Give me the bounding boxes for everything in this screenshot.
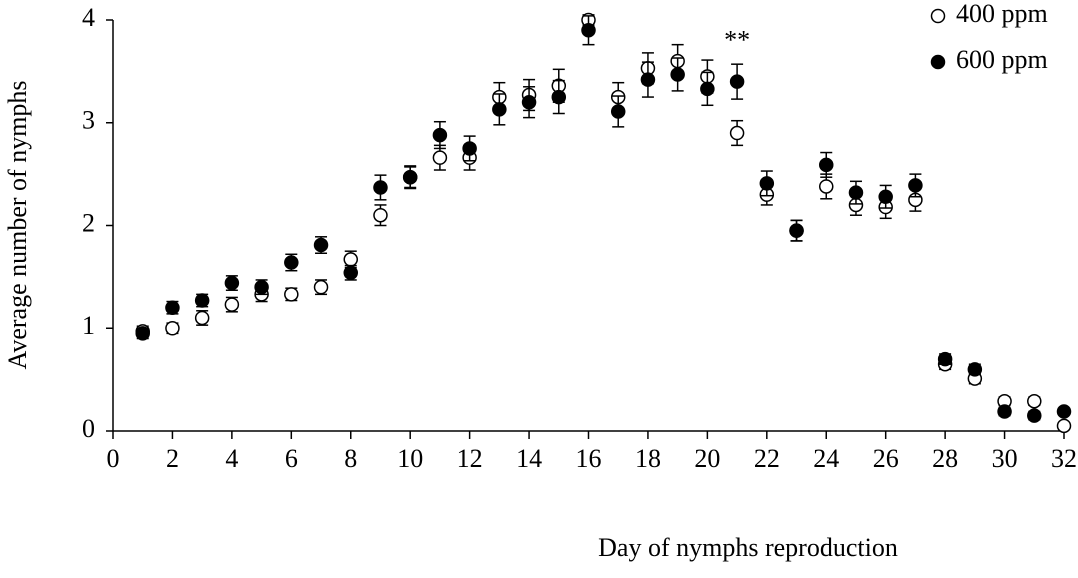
data-point: [848, 185, 864, 200]
data-point: [700, 81, 715, 97]
data-point: [343, 252, 358, 267]
data-point: [194, 293, 210, 308]
data-point: [373, 207, 388, 223]
data-point: [908, 178, 923, 193]
data-point: [819, 179, 834, 194]
x-tick-label: 12: [457, 444, 483, 473]
data-point: [729, 125, 745, 141]
data-point: [967, 362, 983, 377]
x-tick-label: 18: [635, 444, 661, 473]
x-tick-label: 22: [754, 444, 780, 473]
data-point: [640, 72, 656, 87]
x-tick-label: 2: [166, 444, 179, 473]
data-point: [432, 127, 448, 143]
data-point: [165, 321, 180, 336]
legend-label: 400 ppm: [956, 0, 1048, 28]
data-point: [819, 157, 834, 173]
y-tick-label: 0: [82, 414, 95, 443]
data-point: [224, 275, 240, 291]
y-tick-label: 2: [82, 208, 95, 237]
data-point: [997, 404, 1012, 419]
legend-marker: [930, 54, 946, 70]
data-point: [551, 89, 567, 105]
data-point: [1027, 408, 1042, 423]
x-tick-label: 32: [1051, 444, 1077, 473]
x-tick-label: 8: [344, 444, 357, 473]
data-point: [402, 169, 418, 185]
y-tick-label: 3: [82, 106, 95, 135]
x-tick-label: 14: [516, 444, 542, 473]
x-tick-label: 30: [992, 444, 1018, 473]
data-point: [1056, 418, 1072, 434]
data-point: [313, 237, 329, 253]
data-point: [254, 279, 269, 295]
data-point: [373, 180, 388, 195]
data-point: [581, 23, 596, 38]
x-tick-label: 26: [873, 444, 899, 473]
data-point: [1056, 404, 1072, 419]
y-tick-label: 1: [82, 311, 95, 340]
legend-marker: [930, 8, 946, 24]
x-tick-label: 10: [397, 444, 423, 473]
y-tick-label: 4: [82, 3, 95, 32]
x-axis-title: Day of nymphs reproduction: [598, 533, 898, 562]
data-point: [224, 297, 240, 312]
data-point: [165, 300, 180, 315]
x-tick-label: 20: [694, 444, 720, 473]
data-point: [492, 102, 507, 117]
data-point: [878, 189, 893, 204]
data-point: [313, 279, 329, 295]
x-tick-label: 4: [225, 444, 238, 473]
x-tick-label: 0: [107, 444, 120, 473]
data-point: [135, 326, 150, 341]
x-tick-label: 28: [932, 444, 958, 473]
annotation: **: [724, 26, 750, 55]
data-point: [937, 351, 953, 367]
data-point: [729, 74, 745, 89]
x-tick-label: 16: [576, 444, 602, 473]
data-point: [670, 67, 685, 82]
data-point: [1027, 393, 1042, 409]
y-axis-title: Average number of nymphs: [3, 80, 32, 369]
data-point: [343, 265, 358, 281]
data-point: [284, 287, 299, 302]
data-point: [789, 223, 804, 238]
data-point: [432, 150, 448, 165]
x-tick-label: 24: [813, 444, 839, 473]
data-point: [521, 94, 537, 110]
data-point: [462, 141, 477, 156]
x-tick-label: 6: [285, 444, 298, 473]
legend-label: 600 ppm: [956, 45, 1048, 74]
data-point: [610, 104, 626, 119]
data-point: [284, 255, 299, 270]
data-point: [194, 310, 210, 326]
data-point: [759, 176, 775, 191]
